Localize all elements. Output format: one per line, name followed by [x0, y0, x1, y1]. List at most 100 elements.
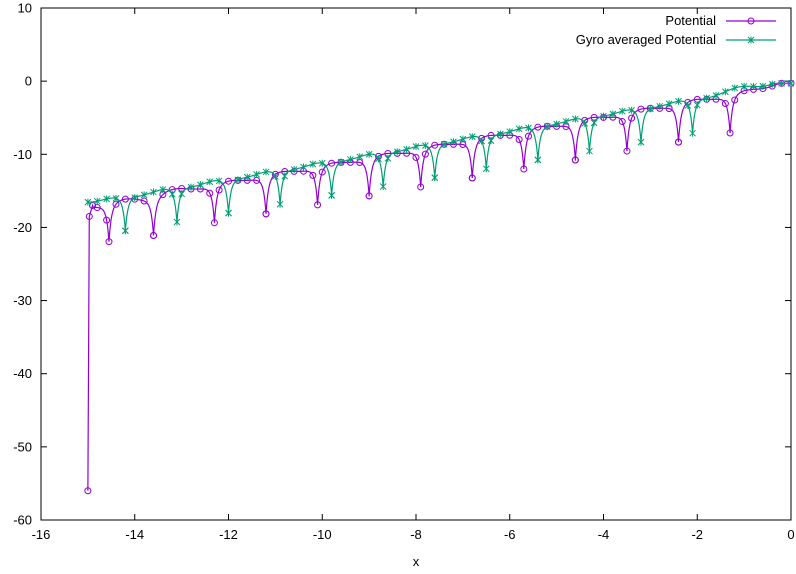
- data-point: [421, 150, 429, 158]
- data-point: [581, 119, 589, 127]
- legend: Potential Gyro averaged Potential: [576, 13, 776, 47]
- data-point: [768, 80, 776, 88]
- data-point: [759, 82, 767, 90]
- y-tick-label: -30: [13, 293, 32, 308]
- data-point: [497, 130, 504, 138]
- data-point: [440, 140, 448, 148]
- data-point: [520, 165, 528, 173]
- data-point: [197, 181, 204, 189]
- data-point: [150, 188, 157, 196]
- x-tick-label: -10: [313, 527, 332, 542]
- data-point: [431, 174, 439, 182]
- data-point: [525, 124, 532, 132]
- data-point: [122, 227, 129, 235]
- data-point: [562, 117, 570, 125]
- x-tick-label: -16: [32, 527, 51, 542]
- data-point: [243, 173, 251, 181]
- data-point: [482, 165, 490, 173]
- x-axis-label: x: [413, 554, 420, 569]
- data-point: [543, 123, 551, 131]
- data-point: [515, 135, 523, 143]
- data-point: [656, 102, 664, 110]
- data-point: [379, 183, 387, 191]
- legend-label-1: Gyro averaged Potential: [576, 32, 716, 47]
- data-point: [393, 148, 401, 156]
- data-point: [384, 154, 392, 162]
- data-point: [731, 96, 739, 104]
- data-point: [112, 194, 120, 202]
- data-point: [206, 178, 214, 186]
- data-point: [276, 200, 284, 208]
- data-point: [618, 107, 626, 115]
- data-point: [422, 142, 429, 150]
- data-point: [93, 197, 101, 205]
- data-point: [675, 138, 682, 146]
- legend-marker-1: [747, 36, 755, 44]
- data-point: [431, 141, 439, 149]
- series-line-0: [87, 82, 791, 491]
- data-point: [665, 100, 673, 108]
- data-point: [103, 195, 110, 203]
- data-point: [684, 102, 692, 110]
- data-point: [712, 92, 720, 100]
- data-point: [178, 190, 185, 198]
- series-1: [84, 79, 795, 235]
- data-point: [85, 212, 93, 220]
- data-point: [450, 138, 457, 146]
- data-point: [628, 114, 636, 122]
- series-layer: [84, 79, 795, 495]
- data-point: [121, 195, 129, 203]
- data-point: [412, 142, 420, 150]
- data-point: [356, 153, 364, 161]
- x-tick-label: -14: [125, 527, 144, 542]
- legend-marker-0: [747, 17, 755, 25]
- y-tick-label: -20: [13, 220, 32, 235]
- data-point: [337, 158, 345, 166]
- data-point: [459, 135, 467, 143]
- axis-ticks: -16 -14 -12 -10 -8 -6 -4 -2 0-60-50-40-30-20-100…: [13, 1, 794, 543]
- data-point: [328, 191, 335, 199]
- x-tick-label: -12: [219, 527, 238, 542]
- data-point: [417, 183, 425, 191]
- data-point: [168, 190, 176, 198]
- x-tick-label: -8: [410, 527, 422, 542]
- data-point: [609, 110, 617, 118]
- data-point: [740, 82, 748, 90]
- data-point: [159, 186, 167, 194]
- data-point: [689, 129, 696, 137]
- data-point: [365, 192, 373, 200]
- data-point: [272, 172, 279, 180]
- data-point: [468, 133, 476, 141]
- data-point: [553, 120, 560, 128]
- data-point: [225, 209, 232, 217]
- data-point: [253, 170, 260, 178]
- x-tick-label: -6: [504, 527, 516, 542]
- data-point: [131, 194, 139, 202]
- y-tick-label: -10: [13, 147, 32, 162]
- data-point: [318, 168, 326, 176]
- series-line-1: [88, 82, 791, 232]
- data-point: [215, 186, 223, 194]
- data-point: [281, 172, 289, 180]
- data-point: [590, 119, 598, 127]
- data-point: [534, 123, 542, 131]
- x-tick-label: 0: [787, 527, 794, 542]
- data-point: [318, 159, 326, 167]
- series-0: [84, 79, 795, 495]
- data-point: [515, 125, 523, 133]
- data-point: [675, 97, 682, 105]
- data-point: [103, 216, 111, 224]
- data-point: [572, 115, 579, 123]
- data-point: [403, 145, 410, 153]
- data-point: [309, 160, 317, 168]
- data-point: [586, 147, 593, 155]
- data-point: [478, 137, 485, 145]
- data-point: [187, 183, 195, 191]
- data-point: [618, 118, 626, 126]
- data-point: [300, 163, 307, 171]
- data-point: [215, 177, 223, 185]
- plot-frame: [40, 7, 792, 521]
- data-point: [600, 112, 607, 120]
- x-tick-label: -2: [691, 527, 703, 542]
- data-point: [173, 218, 181, 226]
